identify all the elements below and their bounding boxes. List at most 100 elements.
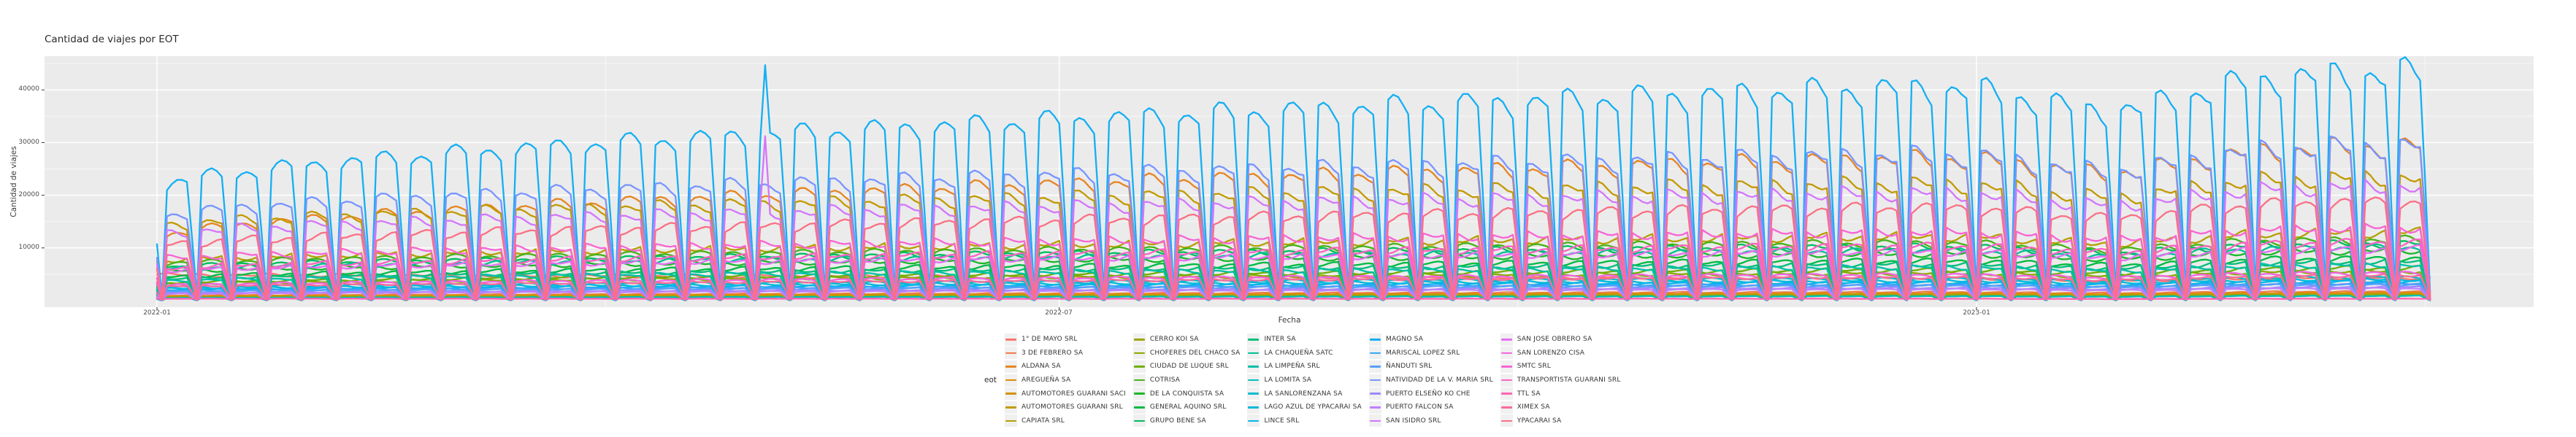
- legend-item-label: ALDANA SA: [1021, 363, 1061, 371]
- legend-key-line-swatch: [1005, 379, 1017, 382]
- legend-key: [1132, 347, 1146, 360]
- legend-item: TTL SA: [1500, 387, 1621, 401]
- legend-key: [1132, 374, 1146, 387]
- legend-key: [1005, 347, 1018, 360]
- legend-key-line-swatch: [1370, 366, 1381, 368]
- legend-key-line-swatch: [1005, 419, 1017, 422]
- legend-item-label: SMTC SRL: [1517, 363, 1551, 371]
- legend-item: 3 DE FEBRERO SA: [1005, 347, 1126, 360]
- legend-item-label: AREGUEÑA SA: [1021, 376, 1071, 384]
- legend-item: GENERAL AQUINO SRL: [1132, 401, 1241, 414]
- legend-item: GRUPO BENE SA: [1132, 414, 1241, 428]
- legend-key: [1005, 387, 1018, 401]
- legend-item: INTER SA: [1247, 333, 1362, 347]
- legend-item-label: NATIVIDAD DE LA V. MARIA SRL: [1386, 376, 1493, 384]
- legend-column: MAGNO SA MARISCAL LOPEZ SRL ÑANDUTI SRL NAT…: [1369, 333, 1493, 428]
- legend-key: [1369, 347, 1382, 360]
- legend-item-label: CERRO KOI SA: [1149, 336, 1199, 344]
- legend-key-line-swatch: [1248, 339, 1260, 341]
- legend-key: [1500, 401, 1513, 414]
- legend-key-line-swatch: [1370, 352, 1381, 355]
- legend-item: ALDANA SA: [1005, 360, 1126, 374]
- legend-item-label: AUTOMOTORES GUARANI SACI: [1021, 390, 1126, 398]
- legend-item-label: PUERTO FALCON SA: [1386, 403, 1454, 411]
- legend-item: TRANSPORTISTA GUARANI SRL: [1500, 374, 1621, 387]
- legend-key: [1500, 333, 1513, 346]
- legend-item: DE LA CONQUISTA SA: [1132, 387, 1241, 401]
- legend-item: AUTOMOTORES GUARANI SRL: [1005, 401, 1126, 414]
- legend-item-label: YPACARAI SA: [1517, 417, 1562, 425]
- legend-item-label: MAGNO SA: [1386, 336, 1424, 344]
- legend-key-line-swatch: [1133, 392, 1145, 395]
- legend-item: SAN LORENZO CISA: [1500, 347, 1621, 360]
- legend-item-label: TTL SA: [1517, 390, 1541, 398]
- legend-key-line-swatch: [1370, 379, 1381, 382]
- legend-key-line-swatch: [1248, 392, 1260, 395]
- legend-item: SMTC SRL: [1500, 360, 1621, 374]
- legend-item-label: PUERTO ELSEÑO KO CHE: [1386, 390, 1471, 398]
- legend-item-label: INTER SA: [1264, 336, 1296, 344]
- legend-item-label: XIMEX SA: [1517, 403, 1550, 411]
- legend-key: [1247, 414, 1260, 428]
- legend-item: AREGUEÑA SA: [1005, 374, 1126, 387]
- legend-key-line-swatch: [1133, 366, 1145, 368]
- legend-column: SAN JOSE OBRERO SA SAN LORENZO CISA SMTC S…: [1500, 333, 1621, 428]
- legend-item: CIUDAD DE LUQUE SRL: [1132, 360, 1241, 374]
- legend-item: LAGO AZUL DE YPACARAI SA: [1247, 401, 1362, 414]
- legend-key: [1500, 374, 1513, 387]
- legend-key: [1500, 360, 1513, 373]
- legend-item: CERRO KOI SA: [1132, 333, 1241, 347]
- legend-key: [1247, 374, 1260, 387]
- y-tick-20000: 20000: [18, 191, 39, 198]
- legend-key-line-swatch: [1370, 339, 1381, 341]
- legend-key-line-swatch: [1500, 379, 1512, 382]
- legend-item: PUERTO ELSEÑO KO CHE: [1369, 387, 1493, 401]
- legend-key-line-swatch: [1370, 392, 1381, 395]
- y-axis-label: Cantidad de viajes: [9, 146, 18, 217]
- legend-key-line-swatch: [1133, 379, 1145, 382]
- legend-key-line-swatch: [1500, 366, 1512, 368]
- legend-key: [1005, 401, 1018, 414]
- legend-key: [1500, 347, 1513, 360]
- legend-key-line-swatch: [1248, 379, 1260, 382]
- legend-item: AUTOMOTORES GUARANI SACI: [1005, 387, 1126, 401]
- legend-item: SAN ISIDRO SRL: [1369, 414, 1493, 428]
- legend-key: [1132, 360, 1146, 373]
- legend-key: [1005, 414, 1018, 428]
- legend-item-label: 1° DE MAYO SRL: [1021, 336, 1078, 344]
- legend-item: LINCE SRL: [1247, 414, 1362, 428]
- legend-item-label: LA SANLORENZANA SA: [1264, 390, 1343, 398]
- legend-item-label: DE LA CONQUISTA SA: [1149, 390, 1224, 398]
- legend-key: [1247, 387, 1260, 401]
- legend-key-line-swatch: [1370, 406, 1381, 409]
- legend-key-line-swatch: [1500, 419, 1512, 422]
- legend-key-line-swatch: [1248, 419, 1260, 422]
- legend-key-line-swatch: [1248, 366, 1260, 368]
- legend-key-line-swatch: [1500, 406, 1512, 409]
- y-tick-40000: 40000: [18, 85, 39, 93]
- legend-key: [1005, 333, 1018, 346]
- legend-key: [1369, 401, 1382, 414]
- legend-item-label: SAN ISIDRO SRL: [1386, 417, 1441, 425]
- legend-item-label: CHOFERES DEL CHACO SA: [1149, 349, 1241, 357]
- legend-key-line-swatch: [1248, 406, 1260, 409]
- legend-item: YPACARAI SA: [1500, 414, 1621, 428]
- legend-key: [1369, 387, 1382, 401]
- legend-key-line-swatch: [1005, 392, 1017, 395]
- legend-key: [1132, 414, 1146, 428]
- legend-key-line-swatch: [1133, 352, 1145, 355]
- legend-item-label: GENERAL AQUINO SRL: [1149, 403, 1227, 411]
- legend-item-label: LINCE SRL: [1264, 417, 1300, 425]
- legend-item-label: GRUPO BENE SA: [1149, 417, 1206, 425]
- legend-item-label: CAPIATA SRL: [1021, 417, 1065, 425]
- legend-item-label: LA LOMITA SA: [1264, 376, 1312, 384]
- legend-key-line-swatch: [1005, 352, 1017, 355]
- legend-column: INTER SA LA CHAQUEÑA SATC LA LIMPEÑA SRL LA…: [1247, 333, 1362, 428]
- legend-item: XIMEX SA: [1500, 401, 1621, 414]
- x-tick-2022-07: 2022-07: [1045, 309, 1073, 317]
- legend-column: CERRO KOI SA CHOFERES DEL CHACO SA CIUDAD …: [1132, 333, 1241, 428]
- legend-item-label: LAGO AZUL DE YPACARAI SA: [1264, 403, 1362, 411]
- x-tick-2023-01: 2023-01: [1963, 309, 1990, 317]
